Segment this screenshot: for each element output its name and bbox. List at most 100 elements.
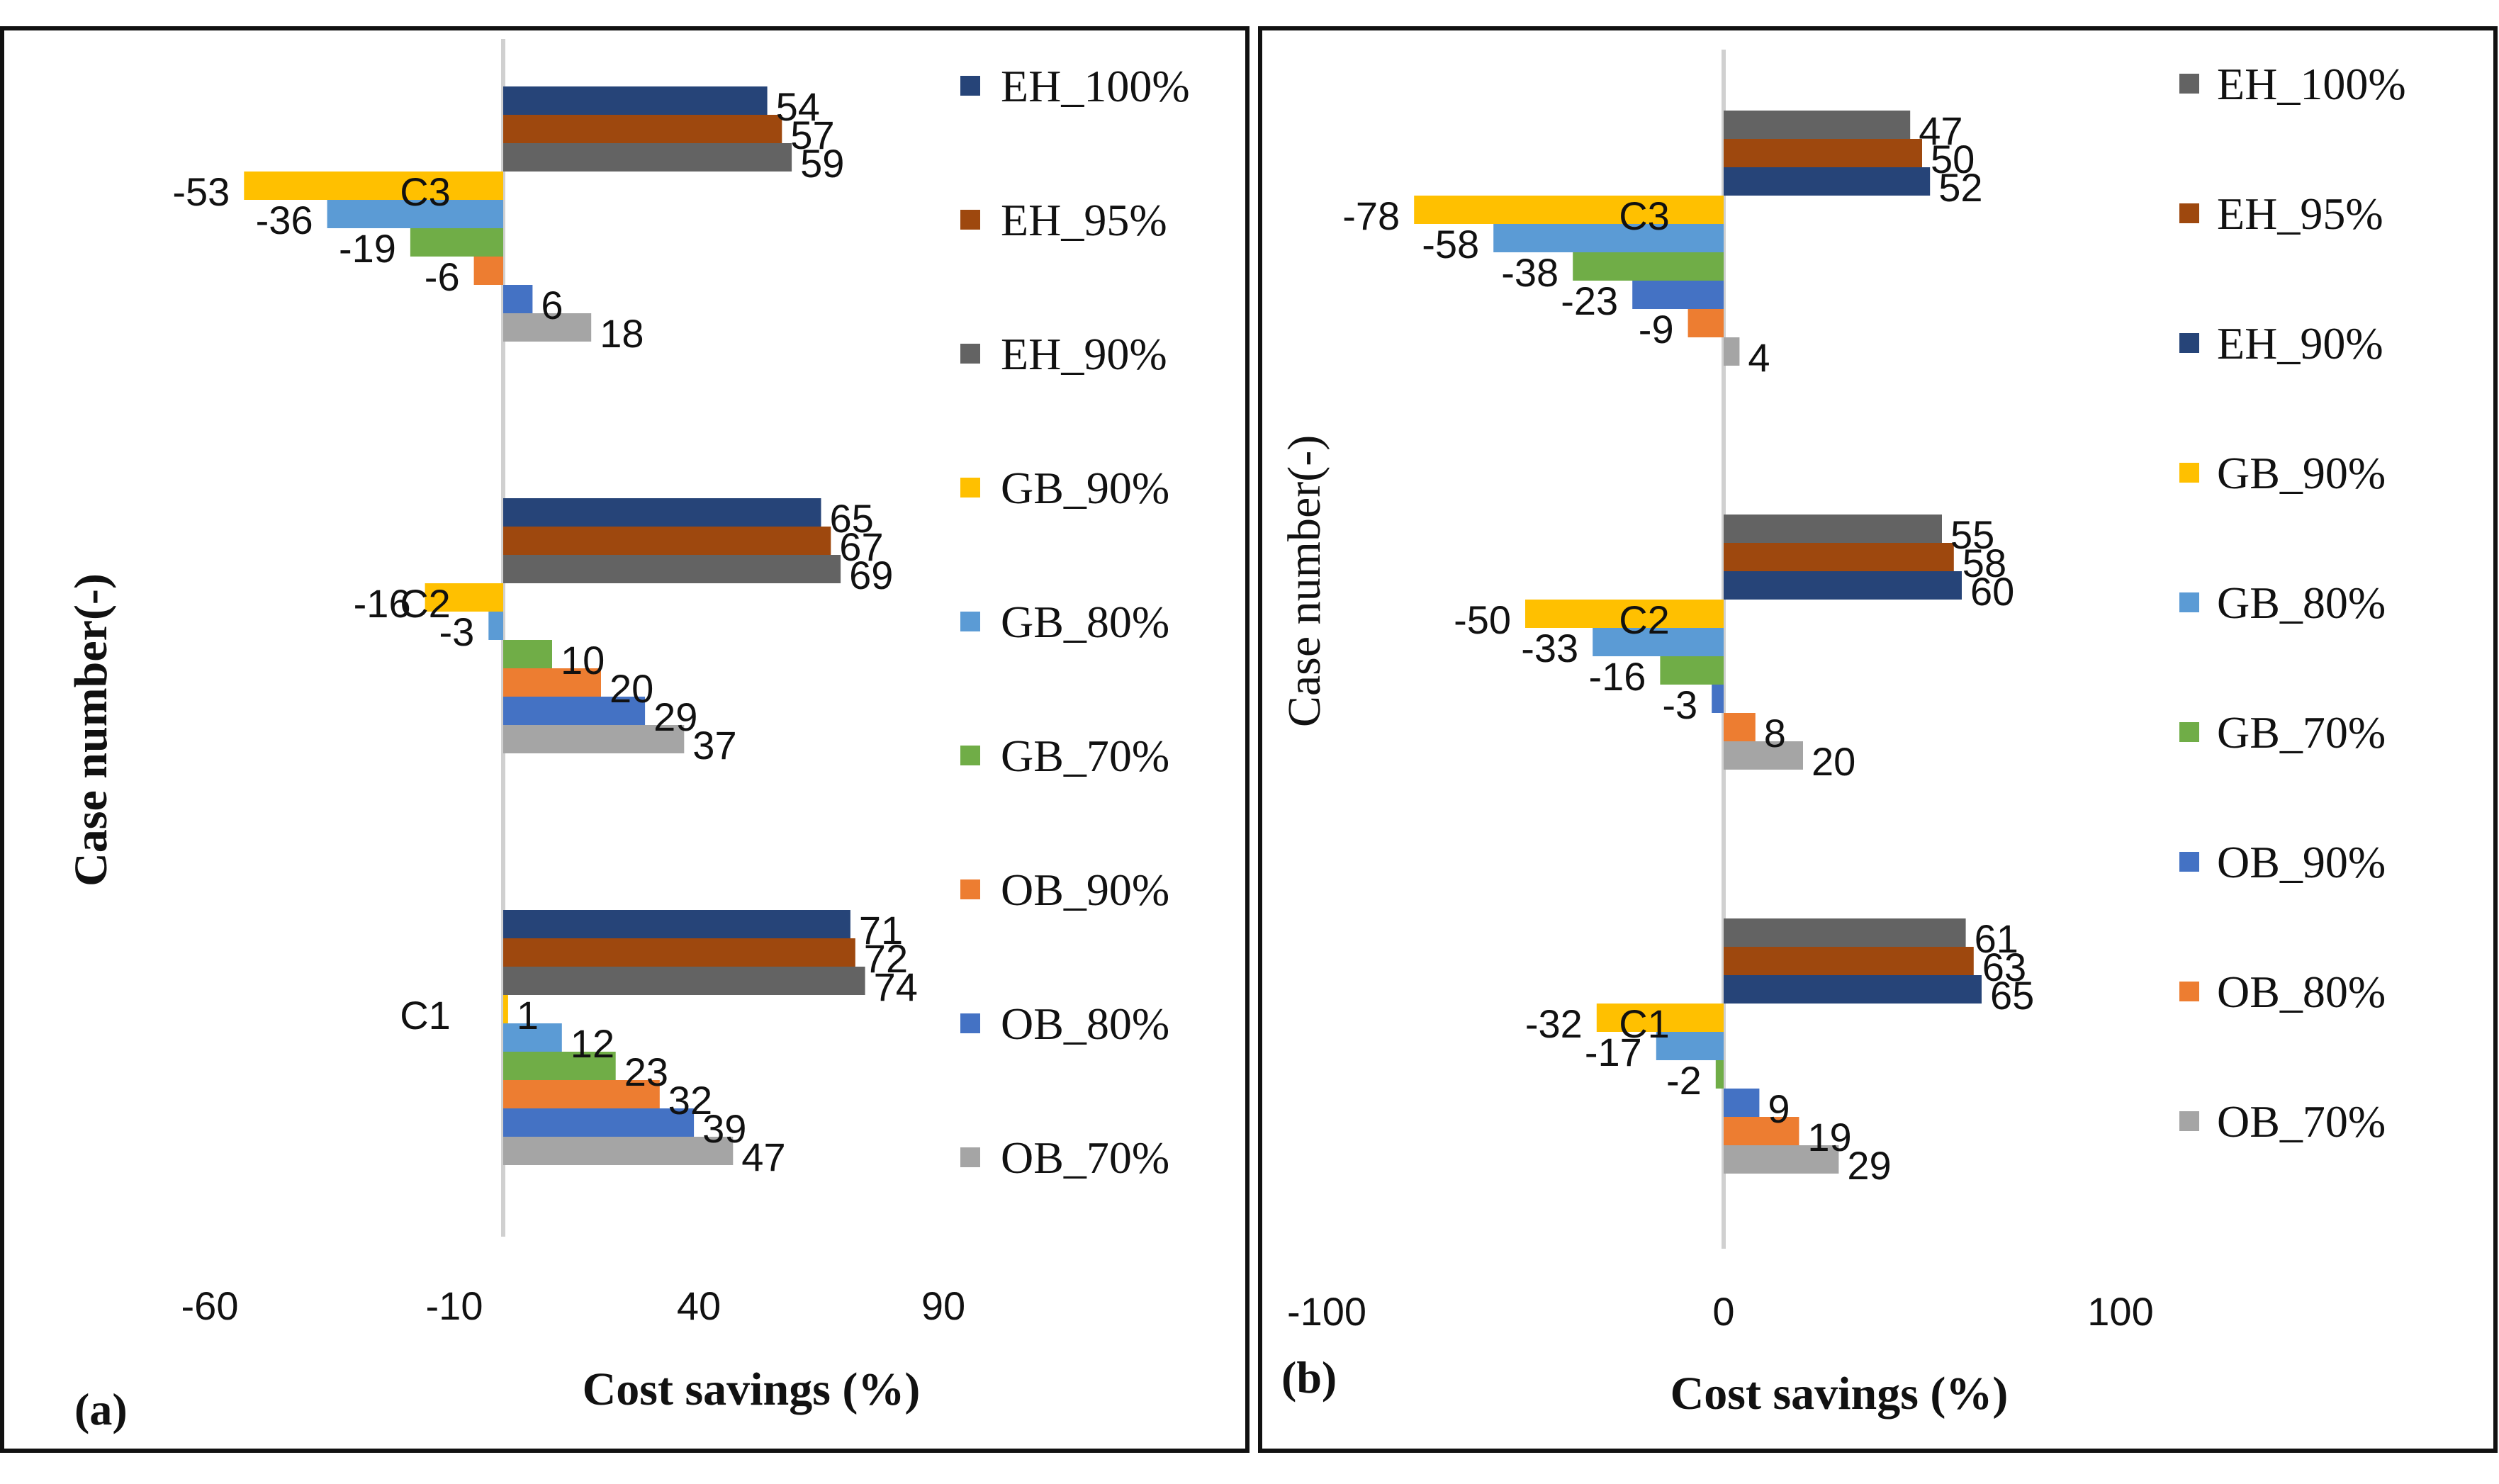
bar-b-c2-gb70 [1660, 656, 1724, 685]
bar-b-c2-eh95 [1724, 543, 1954, 571]
legend-swatch-a-0 [960, 76, 980, 96]
bar-b-c3-gb70 [1573, 252, 1724, 281]
legend-label-b-3: GB_90% [2217, 448, 2386, 498]
data-label-b-c1-eh100: 61 [1975, 916, 2018, 961]
bar-a-c2-gb80 [488, 612, 503, 640]
legend-label-b-5: GB_70% [2217, 707, 2386, 758]
bar-a-c2-gb70 [503, 640, 552, 668]
bar-a-c1-gb90 [503, 995, 508, 1023]
panel-b: 616365-32-17-291929555860-50-33-16-38204… [1258, 26, 2498, 1453]
legend-label-a-8: OB_70% [1001, 1132, 1169, 1183]
bar-b-c3-eh95 [1724, 139, 1922, 167]
legend-swatch-b-1 [2179, 203, 2199, 223]
x-tick-b-2: 100 [2087, 1289, 2153, 1334]
data-label-a-c2-gb80: -3 [439, 609, 475, 654]
bar-b-c3-eh90 [1724, 167, 1931, 196]
bar-b-c2-gb90 [1525, 600, 1724, 628]
bar-a-c1-gb80 [503, 1023, 562, 1052]
legend-swatch-a-5 [960, 746, 980, 765]
data-label-b-c3-ob70: 4 [1748, 335, 1770, 380]
panel-a-y-axis-title: Case number(-) [65, 573, 117, 887]
data-label-b-c3-gb90: -78 [1342, 193, 1400, 238]
case-label-b-c1: C1 [1619, 1001, 1670, 1046]
bar-b-c2-eh100 [1724, 515, 1942, 543]
bar-b-c3-gb90 [1414, 196, 1724, 224]
bar-a-c2-eh100 [503, 498, 821, 527]
case-label-b-c2: C2 [1619, 597, 1670, 642]
bar-b-c3-gb80 [1493, 224, 1724, 252]
legend-label-a-5: GB_70% [1001, 731, 1169, 781]
bar-a-c2-eh90 [503, 555, 841, 583]
data-label-b-c2-ob80: 8 [1764, 711, 1786, 755]
bar-b-c2-eh90 [1724, 571, 1962, 600]
bar-b-c3-ob80 [1687, 309, 1724, 337]
bar-a-c2-eh95 [503, 527, 831, 555]
legend-swatch-a-8 [960, 1147, 980, 1167]
data-label-a-c1-gb80: 12 [571, 1021, 614, 1066]
x-tick-a-3: 90 [921, 1283, 965, 1328]
data-label-a-c2-ob80: 29 [653, 695, 697, 739]
bar-b-c3-ob70 [1724, 337, 1740, 366]
bar-a-c3-eh90 [503, 143, 792, 172]
data-label-b-c3-gb70: -38 [1501, 250, 1559, 295]
data-label-b-c1-eh95: 63 [1982, 945, 2026, 989]
panel-b-legend: EH_100% EH_95% EH_90% GB_90% GB_80% GB_70% OB_… [2179, 59, 2406, 1147]
bar-b-c1-gb90 [1596, 1004, 1724, 1032]
panel-b-x-axis-title: Cost savings (%) [1670, 1368, 2009, 1420]
data-label-b-c1-gb80: -17 [1585, 1030, 1642, 1074]
data-label-b-c1-ob80: 19 [1807, 1115, 1851, 1159]
panel-b-case-labels: C1 C2 C3 [1619, 193, 1670, 1046]
legend-label-a-4: GB_80% [1001, 597, 1169, 647]
data-label-b-c3-gb80: -58 [1422, 222, 1479, 266]
panel-a-x-ticks: -60 -10 40 90 [181, 1283, 966, 1328]
panel-b-tag: (b) [1281, 1352, 1337, 1403]
bar-a-c1-ob70 [503, 1137, 734, 1165]
legend-label-a-7: OB_80% [1001, 999, 1169, 1049]
bar-a-c3-gb90 [244, 172, 503, 200]
bar-a-c1-eh100 [503, 910, 850, 938]
data-label-a-c1-ob90: 32 [668, 1078, 712, 1123]
data-label-a-c3-eh90: 59 [800, 141, 844, 186]
data-label-a-c1-eh95: 72 [864, 936, 908, 981]
data-label-a-c3-gb90: -53 [172, 169, 230, 214]
legend-label-b-6: OB_90% [2217, 837, 2386, 887]
data-label-b-c1-gb70: -2 [1666, 1058, 1702, 1103]
x-tick-a-0: -60 [181, 1283, 239, 1328]
panel-a-tag: (a) [74, 1384, 128, 1434]
data-label-a-c1-ob70: 47 [741, 1135, 785, 1179]
case-label-a-c2: C2 [400, 581, 451, 626]
legend-label-b-1: EH_95% [2217, 189, 2383, 239]
data-label-b-c3-eh100: 47 [1919, 108, 1962, 153]
data-label-a-c3-gb70: -19 [339, 226, 396, 271]
panel-b-y-axis-title: Case number(-) [1279, 435, 1330, 727]
data-label-b-c2-ob70: 20 [1812, 739, 1855, 784]
data-label-a-c2-gb90: -16 [354, 581, 411, 626]
bar-b-c1-eh100 [1724, 918, 1966, 947]
legend-swatch-b-8 [2179, 1111, 2199, 1131]
bar-a-c2-gb90 [425, 583, 503, 612]
data-label-b-c3-ob80: -9 [1639, 307, 1674, 352]
legend-label-a-2: EH_90% [1001, 329, 1167, 379]
bar-b-c1-ob80 [1724, 1117, 1799, 1145]
legend-swatch-a-2 [960, 344, 980, 364]
panel-a-bars [244, 86, 865, 1165]
bar-b-c1-ob70 [1724, 1145, 1839, 1174]
data-label-b-c1-gb90: -32 [1525, 1001, 1583, 1046]
data-label-b-c2-ob90: -3 [1662, 682, 1697, 727]
data-label-a-c3-ob70: 18 [600, 311, 644, 356]
x-tick-a-1: -10 [426, 1283, 483, 1328]
bar-a-c3-gb70 [410, 228, 503, 257]
legend-label-a-3: GB_90% [1001, 463, 1169, 513]
bar-b-c1-ob90 [1724, 1089, 1760, 1117]
bar-b-c2-ob90 [1712, 685, 1724, 713]
legend-label-b-2: EH_90% [2217, 318, 2383, 369]
x-tick-a-2: 40 [677, 1283, 721, 1328]
legend-label-b-8: OB_70% [2217, 1096, 2386, 1147]
data-label-b-c1-ob90: 9 [1768, 1086, 1790, 1131]
bar-b-c2-gb80 [1593, 628, 1724, 656]
legend-label-b-0: EH_100% [2217, 59, 2406, 109]
data-label-a-c2-ob90: 20 [610, 666, 653, 711]
